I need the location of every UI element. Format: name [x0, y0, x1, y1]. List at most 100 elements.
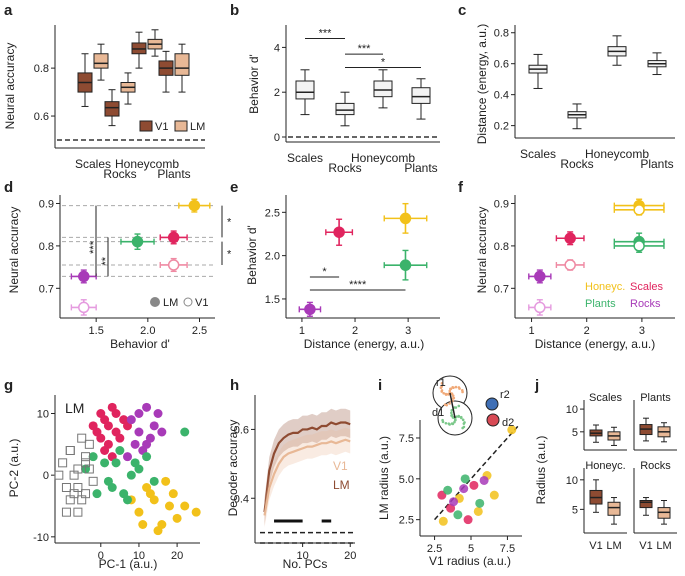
lm-box	[607, 501, 621, 516]
pca-point-honeycomb	[134, 507, 144, 517]
y-tick-label: 1.5	[265, 294, 280, 306]
inset-dot	[461, 418, 465, 422]
y-tick-label: 0.8	[39, 241, 54, 253]
significance-stars: **	[100, 256, 112, 265]
pca-point-square	[84, 439, 94, 449]
legend-label: LM	[163, 297, 178, 309]
x-tick-label: 20	[344, 550, 356, 562]
legend-swatch	[139, 120, 153, 132]
inset-small-circle	[486, 413, 500, 427]
y-tick-label: 0.8	[494, 241, 509, 253]
pca-point-square	[65, 446, 75, 455]
x-tick-label: 5	[468, 543, 474, 555]
y-tick-label: 0.2	[494, 121, 509, 133]
x-axis-label: Distance (energy, a.u.)	[304, 337, 425, 351]
x-tick-label: 0	[98, 550, 104, 562]
y-tick-label: 4	[274, 42, 280, 54]
pca-point-square	[65, 446, 75, 455]
inset-dot	[444, 421, 448, 425]
inset-dot	[451, 397, 455, 400]
radius-point-rocks	[459, 484, 469, 494]
inset-dot	[440, 385, 444, 388]
x-tick-label: 3	[639, 325, 645, 337]
inset-dot	[448, 402, 451, 405]
y-tick-label: 0.7	[494, 283, 509, 295]
significance-stars: ****	[349, 279, 367, 291]
y-axis-label: Behavior d'	[245, 225, 259, 285]
point-rocks	[78, 270, 90, 283]
pca-point-square	[61, 483, 71, 492]
radius-point-honeycomb	[438, 516, 448, 526]
v1-box	[104, 101, 120, 117]
significance-stars: *	[381, 57, 386, 69]
pca-point-square	[81, 489, 91, 499]
legend-marker	[150, 297, 160, 307]
inset-dot	[453, 418, 457, 422]
y-tick-label: 2	[274, 87, 280, 99]
pca-point-rocks	[157, 427, 167, 437]
category-label: Honeycomb	[115, 157, 179, 171]
significance-stars: *	[227, 217, 232, 229]
inset-dot	[450, 422, 454, 425]
decoder-line-lm	[263, 421, 351, 513]
pca-point-square	[73, 483, 83, 492]
panel-label: g	[4, 377, 13, 394]
confidence-band-v1	[264, 427, 351, 528]
y-tick-label: 0.4	[494, 90, 509, 102]
x-tick-label: 1	[299, 325, 305, 337]
legend-label: Rocks	[630, 298, 661, 310]
inset-label: d1	[432, 407, 444, 419]
y-axis-label: LM radius (a.u.)	[377, 436, 391, 520]
pca-point-plants	[100, 458, 110, 468]
pca-point-rocks	[134, 427, 144, 437]
x-tick-label: 1.5	[89, 325, 104, 337]
y-tick-label: 2.5	[265, 207, 280, 219]
significance-stars: *	[322, 266, 327, 278]
point-rocks	[78, 301, 90, 314]
point-honeycomb	[188, 199, 201, 212]
panel-label: j	[534, 377, 539, 394]
inset-distance	[449, 392, 456, 419]
pca-point-honeycomb	[161, 476, 171, 486]
pca-point-square	[77, 433, 87, 443]
series-label: LM	[333, 478, 350, 492]
point-honeycomb	[399, 212, 412, 225]
pca-point-honeycomb	[138, 520, 148, 529]
category-label: Scales	[75, 157, 111, 171]
point-plants	[131, 235, 144, 248]
y-axis-label: Radius (a.u.)	[534, 436, 548, 505]
inset-dot	[440, 389, 444, 392]
pca-point-honeycomb	[191, 507, 201, 517]
radius-point-scales	[463, 515, 473, 525]
panel-title: LM	[65, 400, 84, 416]
lm-box	[174, 53, 190, 76]
pca-point-square	[58, 458, 68, 468]
x-axis-label: V1 radius (a.u.)	[429, 554, 511, 568]
y-tick-label: 0.7	[39, 283, 54, 295]
y-tick-label: 2.5	[399, 515, 414, 527]
legend-swatch	[174, 120, 188, 132]
point-scales	[167, 259, 180, 271]
panel-label: e	[230, 179, 238, 196]
inset-dot	[450, 413, 454, 417]
point-scales	[564, 259, 576, 271]
pca-point-rocks	[149, 421, 159, 431]
inset-small-circle	[485, 397, 499, 411]
y-tick-label: -10	[33, 532, 49, 544]
point-scales	[333, 226, 345, 238]
pca-point-plants	[126, 470, 136, 480]
inset-dot	[444, 392, 448, 396]
pca-point-rocks	[126, 415, 136, 425]
inset-dot	[457, 415, 461, 418]
x-tick-label: 2.0	[140, 325, 155, 337]
x-tick-label: 10	[296, 550, 308, 562]
y-tick-label: 0	[43, 470, 49, 482]
pca-point-rocks	[142, 402, 152, 412]
x-tick-label: 2	[352, 325, 358, 337]
y-tick-label: 0.6	[34, 111, 49, 123]
radius-point-plants	[443, 485, 453, 495]
v1-box	[639, 500, 653, 509]
significance-stars: *	[227, 248, 232, 260]
pca-point-scales	[88, 421, 98, 431]
pca-point-square	[54, 470, 64, 480]
